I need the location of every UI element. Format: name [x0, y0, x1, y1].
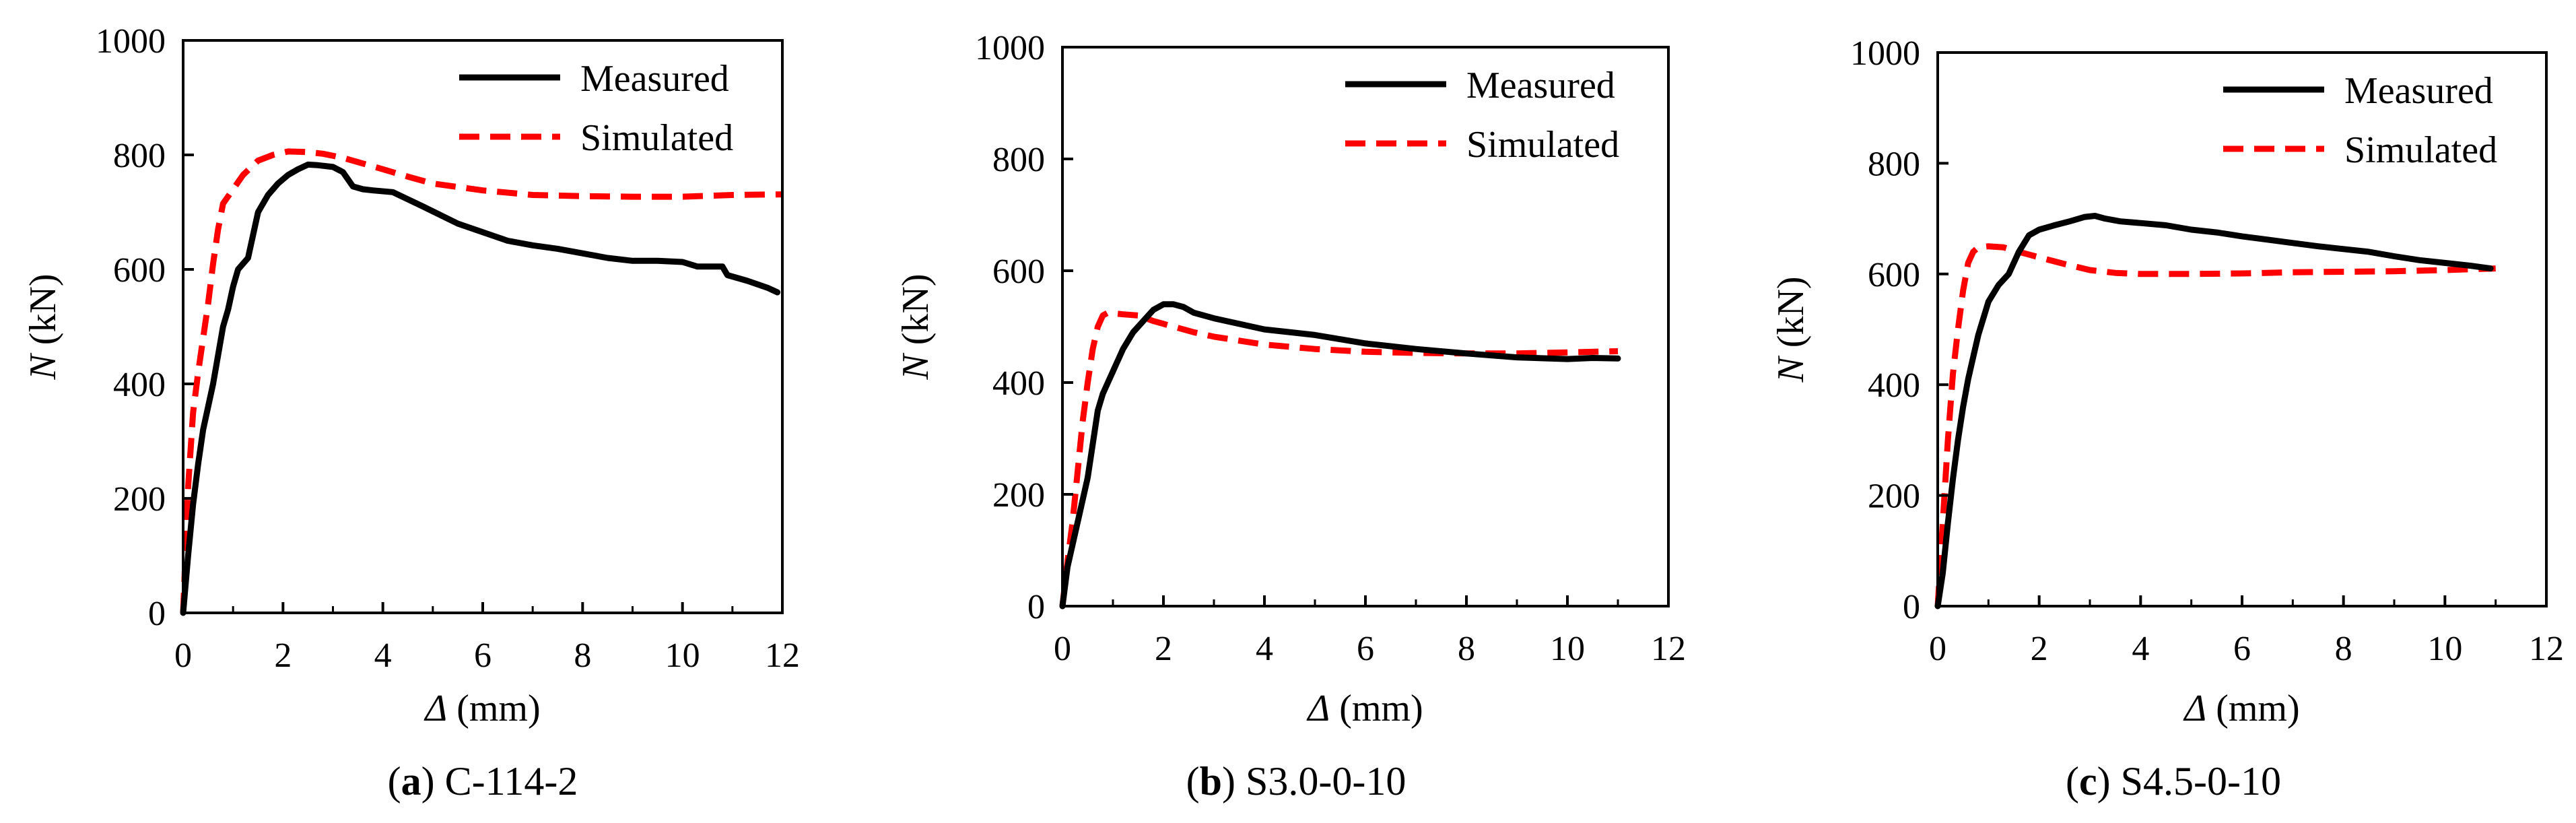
chart-panel-b: 0 200 400 600 800 1000 0 2 4 6 8 10 12 Δ…: [895, 29, 1686, 803]
x-tick-label: 8: [574, 636, 591, 675]
y-tick-label: 1000: [1850, 34, 1920, 73]
x-tick-label: 2: [1155, 630, 1172, 668]
y-tick-label: 400: [992, 364, 1045, 403]
x-axis-unit: (mm): [2216, 688, 2299, 729]
caption-letter: a: [401, 759, 421, 803]
x-axis-unit: (mm): [1339, 688, 1423, 729]
legend: Measured Simulated: [1345, 65, 1619, 166]
tick-marks: [182, 39, 784, 614]
x-tick-label: 10: [2427, 630, 2462, 668]
y-axis-unit: (kN): [1770, 276, 1812, 348]
x-tick-label: 8: [1458, 630, 1475, 668]
plot-area: [180, 39, 784, 616]
caption-letter: c: [2079, 759, 2097, 803]
plot-area: [1934, 51, 2548, 610]
y-tick-label: 200: [992, 476, 1045, 515]
y-tick-label: 1000: [975, 29, 1045, 67]
x-tick-label: 10: [665, 636, 700, 675]
panel-caption: (c) S4.5-0-10: [2066, 759, 2281, 803]
x-axis-title: Δ (mm): [423, 688, 540, 729]
y-tick-label: 0: [1027, 588, 1045, 626]
y-tick-label: 800: [113, 137, 166, 175]
legend: Measured Simulated: [459, 58, 733, 159]
y-axis-symbol: N: [22, 353, 64, 381]
caption-letter: b: [1200, 759, 1222, 803]
x-tick-label: 10: [1550, 630, 1585, 668]
x-tick-label: 4: [1256, 630, 1273, 668]
y-axis-title: N (kN): [22, 273, 64, 380]
x-tick-label: 6: [2233, 630, 2251, 668]
legend-label-simulated: Simulated: [1466, 124, 1619, 166]
legend-label-simulated: Simulated: [2344, 129, 2497, 171]
y-tick-label: 600: [1868, 256, 1920, 294]
y-tick-label: 200: [113, 480, 166, 519]
x-tick-label: 12: [1651, 630, 1686, 668]
legend: Measured Simulated: [2223, 70, 2497, 171]
x-axis-symbol: Δ: [2183, 688, 2206, 729]
x-tick-label: 6: [1357, 630, 1374, 668]
x-tick-label: 12: [2529, 630, 2564, 668]
series-line-measured: [1059, 301, 1621, 610]
x-tick-label: 12: [765, 636, 800, 675]
y-tick-label: 800: [1868, 145, 1920, 183]
series-layer: [1059, 301, 1621, 610]
panel-caption: (a) C-114-2: [388, 759, 578, 803]
panel-caption: (b) S3.0-0-10: [1186, 759, 1406, 803]
series-line-measured: [180, 161, 781, 616]
legend-label-measured: Measured: [1466, 65, 1615, 106]
y-tick-label: 800: [992, 141, 1045, 179]
caption-text: C-114-2: [445, 759, 578, 803]
y-axis-symbol: N: [1770, 356, 1812, 383]
y-tick-label: 400: [113, 366, 166, 404]
y-tick-label: 600: [992, 253, 1045, 291]
y-axis-unit: (kN): [22, 273, 64, 345]
caption-text: S4.5-0-10: [2121, 759, 2281, 803]
x-tick-label: 0: [1054, 630, 1071, 668]
x-axis-unit: (mm): [456, 688, 540, 729]
x-axis-title: Δ (mm): [2183, 688, 2299, 729]
series-line-simulated: [180, 148, 783, 614]
x-tick-label: 0: [174, 636, 192, 675]
y-tick-label: 600: [113, 251, 166, 290]
y-axis-symbol: N: [895, 353, 937, 381]
legend-label-simulated: Simulated: [580, 117, 733, 159]
x-axis-symbol: Δ: [423, 688, 447, 729]
plot-area: [1059, 46, 1670, 610]
y-axis-unit: (kN): [895, 273, 937, 345]
series-line-simulated: [1934, 243, 2496, 607]
series-line-simulated: [1059, 309, 1619, 607]
x-tick-label: 0: [1929, 630, 1946, 668]
x-axis-title: Δ (mm): [1306, 688, 1423, 729]
x-tick-label: 4: [2132, 630, 2149, 668]
chart-panel-a: 0 200 400 600 800 1000 0 2 4 6 8 10 12 Δ…: [22, 22, 800, 803]
legend-label-measured: Measured: [580, 58, 729, 100]
x-tick-label: 2: [274, 636, 292, 675]
tick-marks: [1061, 46, 1670, 607]
x-tick-label: 8: [2335, 630, 2352, 668]
x-axis-symbol: Δ: [1306, 688, 1330, 729]
legend-label-measured: Measured: [2344, 70, 2493, 112]
y-tick-label: 1000: [96, 22, 166, 61]
tick-marks: [1936, 51, 2548, 607]
y-tick-label: 0: [1903, 588, 1920, 626]
y-tick-label: 200: [1868, 478, 1920, 516]
y-tick-label: 0: [148, 595, 166, 633]
x-tick-label: 4: [374, 636, 392, 675]
series-layer: [180, 148, 783, 616]
chart-panel-c: 0 200 400 600 800 1000 0 2 4 6 8 10 12 Δ…: [1770, 34, 2564, 803]
x-tick-label: 6: [474, 636, 492, 675]
series-layer: [1934, 213, 2496, 610]
y-tick-label: 400: [1868, 366, 1920, 405]
y-axis-title: N (kN): [895, 273, 937, 380]
x-tick-label: 2: [2031, 630, 2048, 668]
y-axis-title: N (kN): [1770, 276, 1812, 383]
series-line-measured: [1934, 213, 2494, 610]
caption-text: S3.0-0-10: [1246, 759, 1406, 803]
